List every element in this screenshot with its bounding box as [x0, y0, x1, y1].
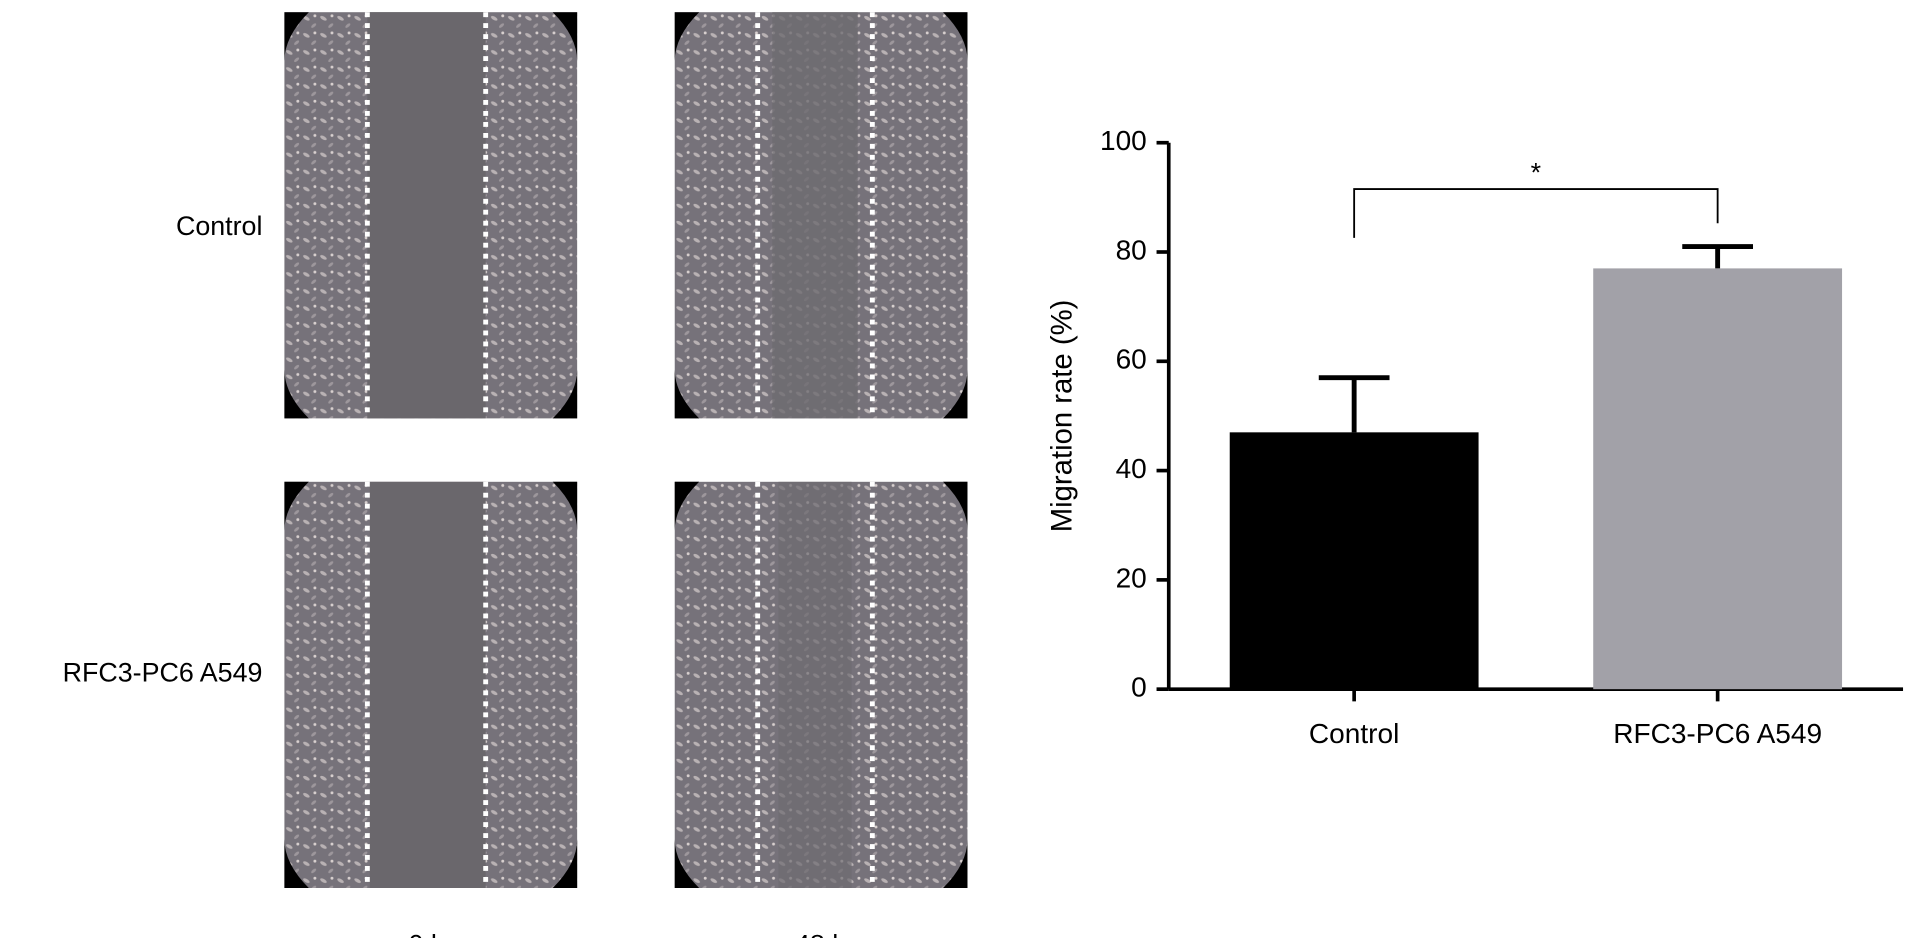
- y-tick-label: 80: [1116, 234, 1147, 265]
- micrograph: [284, 12, 578, 419]
- significance-bracket: [1353, 188, 1719, 238]
- y-tick-label: 40: [1116, 453, 1147, 484]
- micrograph: [674, 12, 968, 419]
- x-tick-label: RFC3-PC6 A549: [1613, 718, 1822, 749]
- x-tick-label: Control: [1309, 718, 1399, 749]
- column-label: 48 h: [795, 930, 847, 938]
- y-tick-label: 20: [1116, 562, 1147, 593]
- row-label: RFC3-PC6 A549: [63, 658, 263, 688]
- y-axis-label: Migration rate (%): [1047, 300, 1079, 533]
- y-tick-label: 0: [1131, 672, 1147, 703]
- y-tick-label: 100: [1100, 125, 1147, 156]
- micrographs: [284, 12, 968, 888]
- bar: [1593, 268, 1843, 690]
- bar: [1229, 432, 1479, 690]
- micrograph: [674, 481, 968, 888]
- significance-marker: *: [1531, 158, 1542, 188]
- row-label: Control: [176, 211, 262, 241]
- micrograph: [284, 481, 578, 888]
- y-tick-label: 60: [1116, 344, 1147, 375]
- column-label: 0 h: [408, 930, 445, 938]
